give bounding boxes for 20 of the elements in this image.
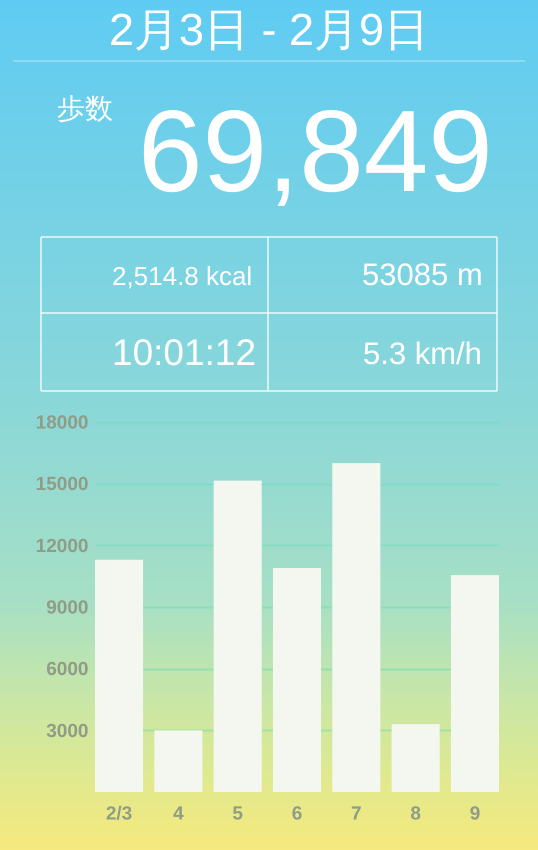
text: 5.3 km/h (363, 336, 482, 371)
x-tick-label: 5 (232, 804, 244, 824)
x-tick-label: 2/3 (106, 804, 132, 824)
y-tick-label: 3000 (46, 720, 88, 742)
y-tick-label: 18000 (36, 412, 88, 434)
text: 2,514.8 kcal (112, 261, 252, 291)
text: 歩数 (57, 93, 113, 124)
x-tick-label: 4 (173, 804, 184, 824)
y-tick-label: 12000 (36, 536, 88, 557)
x-tick-label: 8 (410, 804, 421, 824)
text: 69,849 (138, 86, 493, 216)
y-tick-label: 15000 (36, 474, 88, 496)
x-tick-label: 7 (351, 804, 362, 824)
x-tick-label: 6 (292, 804, 302, 824)
x-tick-label: 9 (470, 804, 480, 824)
text: 2月3日 - 2月9日 (108, 4, 430, 55)
y-tick-label: 9000 (46, 598, 88, 618)
text: 10:01:12 (112, 332, 256, 373)
y-tick-label: 6000 (46, 659, 88, 680)
text: 53085 m (362, 257, 483, 292)
